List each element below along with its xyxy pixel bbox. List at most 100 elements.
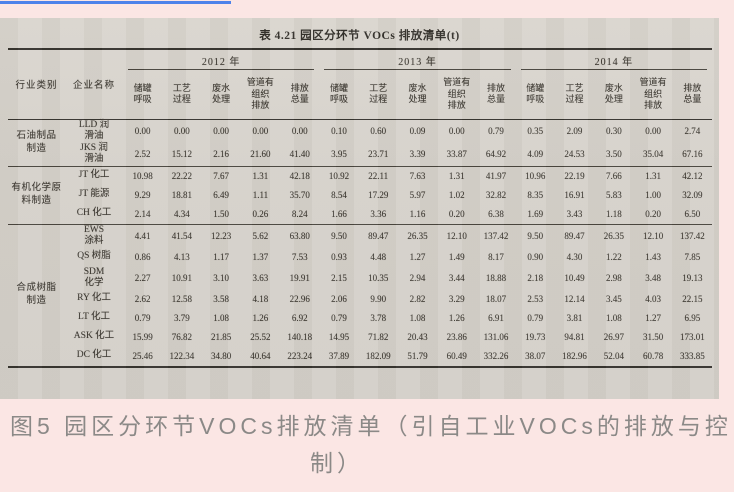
emission-value-cell: 2.27 [134,272,151,283]
emission-value-cell: 3.44 [448,272,465,283]
emission-value-cell: 7.67 [201,165,241,186]
sub-header-wastewater: 废水 处理 [201,70,241,120]
emission-value-cell: 41.54 [162,223,202,248]
scanned-table-image: 表 4.21 园区分环节 VOCs 排放清单(t) 行业类别 企业名称 2012… [0,18,719,399]
emission-value-cell: 0.00 [252,125,269,136]
emission-value-cell: 122.34 [169,350,195,361]
emission-value-cell: 19.13 [682,272,703,283]
emission-value-cell: 12.10 [633,223,673,248]
emission-value-cell: 3.10 [213,272,230,283]
emission-value-cell: 0.35 [527,125,544,136]
emission-value-cell: 64.92 [485,148,507,159]
emission-value-cell: 32.09 [682,189,703,200]
emission-value-cell: 2.16 [213,148,230,159]
emission-value-cell: 37.89 [328,350,350,361]
emission-value-cell: 0.79 [527,312,544,323]
emission-value-cell: 3.79 [174,312,190,323]
year-header-2014: 2014 年 [515,49,712,70]
emission-value-cell: 18.07 [485,293,507,304]
emission-value-cell: 10.98 [123,165,163,186]
emission-value-cell: 2.15 [331,272,347,283]
sub-header-total: 排放 总量 [672,70,712,120]
sub-header-process: 工艺 过程 [358,70,398,120]
emission-value-cell: 60.78 [642,350,664,361]
emission-value-cell: 19.91 [289,272,310,283]
emission-value-cell: 182.96 [562,350,587,361]
table-row: 合成树脂 制造 EWS 涂料 4.41 41.54 12.23 5.62 63.80 9.50… [8,223,712,367]
emission-value-cell: 4.34 [174,208,190,219]
emission-value-cell: 34.80 [211,350,232,361]
emission-value-cell: 25.52 [250,331,271,342]
industry-category-cell: 有机化学原 料制造 [8,165,65,224]
table-row: JT 能源 9.29 18.81 6.49 1.11 35.70 8.54 17.29 5.97… [8,186,712,205]
emission-value-cell: 35.70 [289,189,310,200]
emission-value-cell: 42.12 [672,165,712,186]
emission-value-cell: 3.78 [370,312,387,323]
emission-value-cell: 63.80 [280,223,320,248]
table-row: QS 树脂 0.86 4.13 1.17 1.37 7.53 0.93 4.48 1.27 1.4… [8,248,712,267]
emission-value-cell: 0.00 [448,125,465,136]
emission-value-cell: 8.17 [488,251,504,262]
emission-value-cell: 9.29 [134,189,151,200]
emission-value-cell: 2.14 [134,208,151,219]
emission-value-cell: 2.82 [409,293,426,304]
table-row: JKS 润 滑油 2.52 15.12 2.16 21.60 41.40 3.95 23.71… [8,143,712,167]
emission-value-cell: 1.69 [527,208,544,219]
emission-value-cell: 333.85 [679,350,705,361]
emission-value-cell: 3.95 [331,148,347,159]
emission-value-cell: 9.50 [515,223,555,248]
emission-value-cell: 41.40 [289,148,310,159]
emission-value-cell: 0.00 [174,125,190,136]
table-header-sub-row: 储罐 呼吸 工艺 过程 废水 处理 管道有 组织 排放 排放 总量 储罐 呼吸 … [8,70,712,120]
emission-value-cell: 3.50 [605,148,622,159]
emission-value-cell: 1.08 [409,312,426,323]
emission-value-cell: 131.06 [483,331,509,342]
enterprise-name-cell: LT 化工 [78,312,110,323]
sub-header-tank-breathing: 储罐 呼吸 [123,70,163,120]
emission-value-cell: 1.08 [605,312,622,323]
emission-value-cell: 26.35 [397,223,438,248]
emission-value-cell: 52.04 [603,350,624,361]
emission-value-cell: 7.63 [397,165,438,186]
emission-value-cell: 2.94 [409,272,426,283]
emission-value-cell: 3.43 [566,208,583,219]
emission-value-cell: 1.11 [252,189,269,200]
enterprise-name-cell: DC 化工 [76,350,112,361]
emission-value-cell: 60.49 [446,350,467,361]
emission-value-cell: 38.07 [525,350,546,361]
emission-value-cell: 3.48 [645,272,661,283]
sub-header-total: 排放 总量 [476,70,516,120]
table-row: CH 化工 2.14 4.34 1.50 0.26 8.24 1.66 3.36 1.16 0.2… [8,205,712,225]
emission-value-cell: 3.29 [448,293,465,304]
emission-value-cell: 15.99 [132,331,153,342]
sub-header-pipeline: 管道有 组织 排放 [437,70,477,120]
sub-header-wastewater: 废水 处理 [594,70,634,120]
emission-value-cell: 51.79 [407,350,428,361]
emission-value-cell: 40.64 [250,350,271,361]
emission-value-cell: 23.71 [368,148,389,159]
emission-value-cell: 0.20 [448,208,465,219]
emission-value-cell: 12.58 [171,293,193,304]
emission-value-cell: 12.14 [564,293,585,304]
emission-value-cell: 2.06 [331,293,347,304]
emission-value-cell: 14.95 [328,331,350,342]
emission-value-cell: 41.97 [476,165,516,186]
emission-value-cell: 0.00 [645,125,661,136]
emission-value-cell: 4.18 [252,293,269,304]
emission-value-cell: 6.92 [291,312,308,323]
emission-value-cell: 6.50 [684,208,701,219]
emission-value-cell: 1.22 [605,251,622,262]
emission-value-cell: 12.10 [437,223,477,248]
table-row: ASK 化工 15.99 76.82 21.85 25.52 140.18 14.95 71.… [8,328,712,347]
emission-value-cell: 3.81 [566,312,583,323]
emission-value-cell: 5.83 [605,189,622,200]
enterprise-name-cell: RY 化工 [77,293,111,304]
emission-value-cell: 1.00 [645,189,661,200]
emission-value-cell: 7.53 [291,251,308,262]
emission-value-cell: 3.58 [213,293,230,304]
emission-value-cell: 10.96 [515,165,555,186]
emission-value-cell: 3.36 [370,208,387,219]
sub-header-process: 工艺 过程 [162,70,202,120]
emission-value-cell: 182.09 [365,350,391,361]
emission-value-cell: 2.74 [684,125,701,136]
